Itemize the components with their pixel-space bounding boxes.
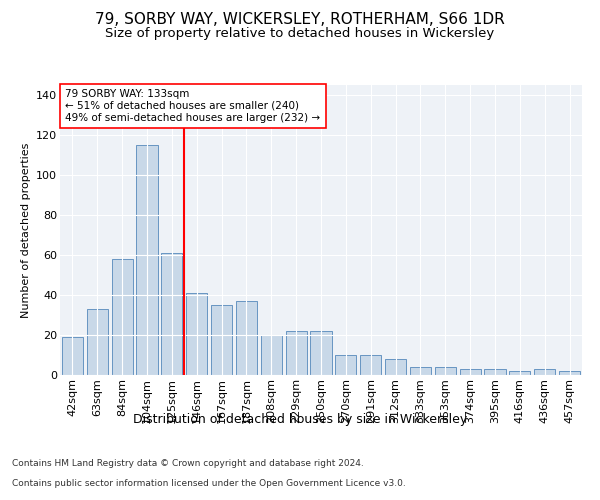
Bar [360,355,381,375]
Bar [286,331,307,375]
Text: Contains HM Land Registry data © Crown copyright and database right 2024.: Contains HM Land Registry data © Crown c… [12,458,364,468]
Text: Contains public sector information licensed under the Open Government Licence v3: Contains public sector information licen… [12,478,406,488]
Bar [236,301,257,375]
Bar [484,369,506,375]
Bar [335,355,356,375]
Bar [559,371,580,375]
Bar [211,305,232,375]
Bar [112,259,133,375]
Bar [435,367,456,375]
Text: 79, SORBY WAY, WICKERSLEY, ROTHERHAM, S66 1DR: 79, SORBY WAY, WICKERSLEY, ROTHERHAM, S6… [95,12,505,28]
Bar [385,359,406,375]
Bar [62,337,83,375]
Bar [161,253,182,375]
Y-axis label: Number of detached properties: Number of detached properties [20,142,31,318]
Bar [87,309,108,375]
Bar [136,145,158,375]
Bar [509,371,530,375]
Bar [460,369,481,375]
Text: Distribution of detached houses by size in Wickersley: Distribution of detached houses by size … [133,412,467,426]
Text: 79 SORBY WAY: 133sqm
← 51% of detached houses are smaller (240)
49% of semi-deta: 79 SORBY WAY: 133sqm ← 51% of detached h… [65,90,320,122]
Bar [186,293,207,375]
Bar [410,367,431,375]
Text: Size of property relative to detached houses in Wickersley: Size of property relative to detached ho… [106,28,494,40]
Bar [261,335,282,375]
Bar [534,369,555,375]
Bar [310,331,332,375]
